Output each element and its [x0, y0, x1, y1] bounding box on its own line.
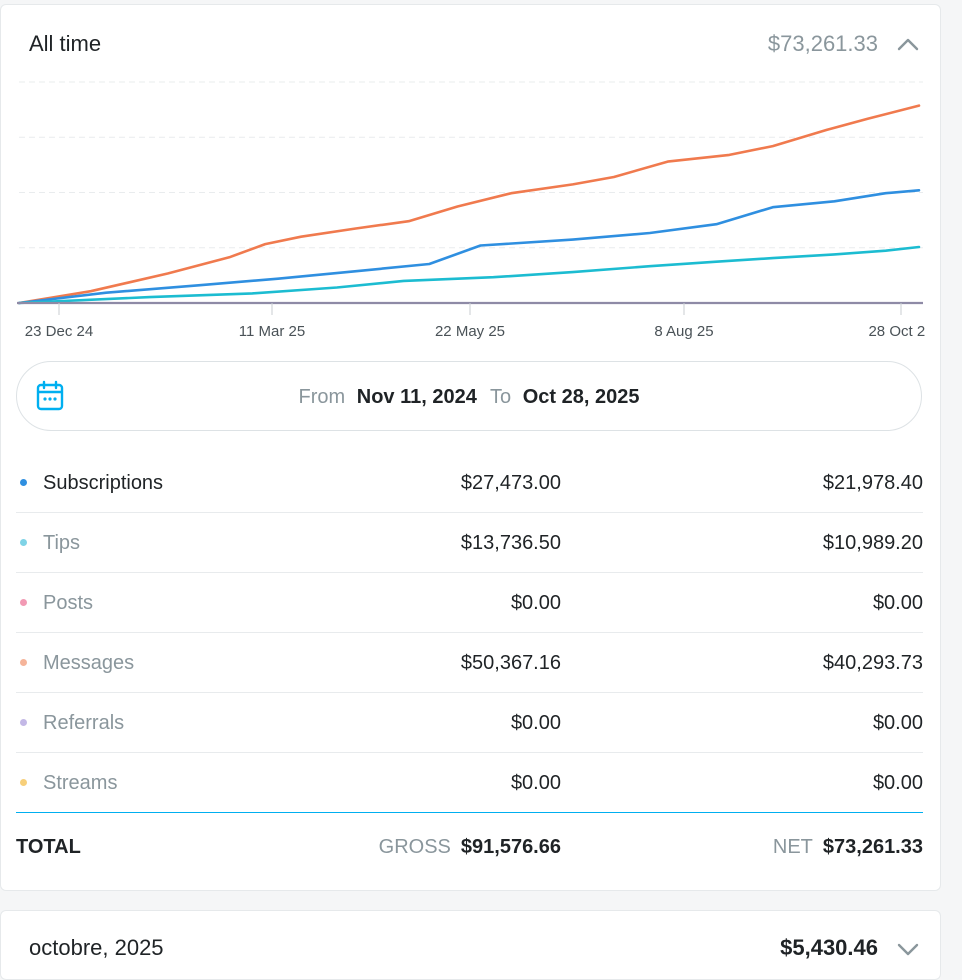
series-dot [20, 719, 27, 726]
row-label: Subscriptions [43, 472, 164, 494]
date-range-text: From Nov 11, 2024 To Oct 28, 2025 [17, 386, 921, 409]
chart-grid [19, 81, 923, 249]
series-dot [20, 599, 27, 606]
net-value: $73,261.33 [822, 836, 923, 858]
table-row: Messages $50,367.16 $40,293.73 [16, 633, 923, 693]
table-row: Tips $13,736.50 $10,989.20 [16, 513, 923, 573]
x-tick-label: 28 Oct 25 [868, 323, 925, 340]
from-label: From [298, 386, 346, 408]
gross-value: $91,576.66 [460, 836, 561, 858]
x-tick-label: 11 Mar 25 [239, 323, 305, 340]
series-line-0 [17, 104, 921, 305]
row-net: $0.00 [872, 712, 923, 734]
chevron-up-icon[interactable] [894, 31, 922, 59]
row-gross: $50,367.16 [460, 652, 561, 674]
date-range-picker[interactable]: From Nov 11, 2024 To Oct 28, 2025 [16, 361, 922, 431]
table-row: Referrals $0.00 $0.00 [16, 693, 923, 753]
row-label: Streams [43, 772, 118, 794]
x-tick-label: 23 Dec 24 [25, 323, 93, 340]
row-net: $0.00 [872, 592, 923, 614]
to-label: To [490, 386, 512, 408]
row-gross: $0.00 [510, 772, 561, 794]
row-net: $40,293.73 [822, 652, 923, 674]
all-time-header[interactable]: All time $73,261.33 [1, 5, 940, 81]
earnings-line-chart: 23 Dec 24 11 Mar 25 22 May 25 8 Aug 25 28 Oc… [17, 81, 925, 340]
row-gross: $13,736.50 [460, 532, 561, 554]
from-date[interactable]: Nov 11, 2024 [356, 386, 477, 408]
total-row: TOTAL GROSS $91,576.66 NET $73,261.33 [16, 817, 923, 877]
all-time-card: All time $73,261.33 23 Dec 24 11 Mar 25 22… [0, 4, 941, 891]
row-net: $0.00 [872, 772, 923, 794]
chevron-down-icon[interactable] [894, 935, 922, 963]
to-date[interactable]: Oct 28, 2025 [522, 386, 640, 408]
chart-series [17, 104, 921, 305]
series-dot [20, 779, 27, 786]
row-gross: $0.00 [510, 592, 561, 614]
row-net: $10,989.20 [822, 532, 923, 554]
calendar-icon[interactable] [35, 380, 65, 412]
row-net: $21,978.40 [822, 472, 923, 494]
net-label: NET [772, 836, 813, 858]
row-label: Messages [43, 652, 135, 674]
earnings-breakdown-table: Subscriptions $27,473.00 $21,978.40 Tips… [16, 453, 923, 813]
series-dot [20, 539, 27, 546]
series-line-2 [17, 245, 921, 305]
month-total: $5,430.46 [780, 935, 878, 960]
row-label: Referrals [43, 712, 125, 734]
month-card[interactable]: octobre, 2025 $5,430.46 [0, 910, 941, 980]
row-label: Posts [43, 592, 94, 614]
row-gross: $27,473.00 [460, 472, 561, 494]
total-gross: GROSS $91,576.66 [379, 836, 561, 859]
series-dot [20, 659, 27, 666]
all-time-title: All time [29, 31, 102, 56]
table-row: Posts $0.00 $0.00 [16, 573, 923, 633]
table-row: Subscriptions $27,473.00 $21,978.40 [16, 453, 923, 513]
x-tick-label: 8 Aug 25 [654, 323, 713, 340]
row-label: Tips [43, 532, 81, 554]
total-label: TOTAL [16, 836, 81, 858]
chart-x-axis: 23 Dec 24 11 Mar 25 22 May 25 8 Aug 25 28 Oc… [17, 301, 925, 340]
gross-label: GROSS [378, 836, 451, 858]
all-time-total: $73,261.33 [767, 31, 878, 56]
row-gross: $0.00 [510, 712, 561, 734]
total-net: NET $73,261.33 [773, 836, 923, 859]
x-tick-label: 22 May 25 [435, 323, 505, 340]
table-row: Streams $0.00 $0.00 [16, 753, 923, 813]
series-line-1 [17, 189, 921, 305]
month-title: octobre, 2025 [29, 935, 164, 960]
series-dot [20, 479, 27, 486]
